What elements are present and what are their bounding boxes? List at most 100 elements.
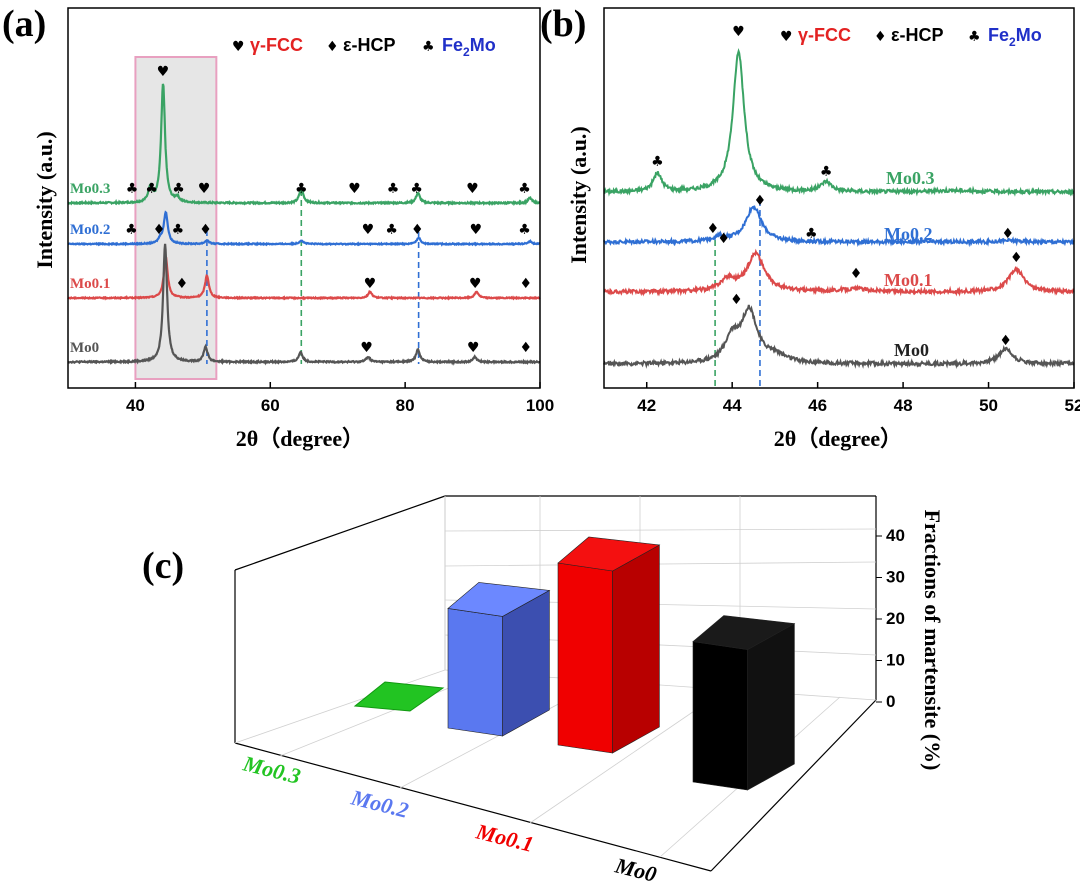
marker-hcp-23: ♦ xyxy=(520,276,533,292)
panel-a-legend: ♥ γ-FCC ♦ ε-HCP ♣ Fe2Mo xyxy=(232,35,496,59)
marker-fcc-21: ♥ xyxy=(364,276,377,292)
bar-side-2 xyxy=(612,544,660,754)
panel-a-highlight-region xyxy=(134,56,218,380)
legend-b-fe2mo-label: Fe2Mo xyxy=(988,25,1042,49)
bar-Mo02 xyxy=(447,582,551,737)
b-tick-label-0: 42 xyxy=(637,396,656,415)
marker-hcp-26: ♦ xyxy=(520,340,533,356)
b-marker-hcp-11: ♦ xyxy=(999,333,1012,349)
b-series-line-Mo01 xyxy=(603,248,1075,297)
panel-a-plot: Mo0.3 Mo0.2 Mo0.1 Mo0 ♣ ♣ ♥ ♣ ♥ ♣ ♥ ♣ ♣ ♥ ♣ ♣ ♦ ♣ ♦ ♥ ♣ ♦ ♥ ♣ ♦ ♥… xyxy=(67,64,541,366)
series-line-Mo03 xyxy=(67,83,541,207)
marker-fcc-24: ♥ xyxy=(360,340,373,356)
b-series-label-Mo0: Mo0 xyxy=(894,340,929,360)
series-label-Mo03: Mo0.3 xyxy=(70,181,110,197)
b-tick-label-3: 48 xyxy=(894,396,913,415)
b-tick-label-4: 50 xyxy=(979,396,998,415)
series-line-Mo0 xyxy=(67,243,541,366)
panel-b-legend: ♥ γ-FCC ♦ ε-HCP ♣ Fe2Mo xyxy=(780,25,1042,49)
b-series-label-Mo03: Mo0.3 xyxy=(886,168,935,188)
marker-hcp-14: ♦ xyxy=(199,222,212,238)
marker-fcc-4: ♥ xyxy=(198,181,211,197)
bar-top-2 xyxy=(557,536,661,572)
b-marker-hcp-9: ♦ xyxy=(1010,250,1023,266)
bar-Mo0 xyxy=(692,615,796,791)
c-category-Mo0: Mo0 xyxy=(612,852,659,882)
marker-fe2mo-5: ♣ xyxy=(295,181,308,197)
panel-b-xlabel: 2θ（degree） xyxy=(774,426,902,451)
panel-b-frame xyxy=(603,7,1075,389)
legend-hcp-label: ε-HCP xyxy=(343,35,396,55)
legend-b-fe2mo-icon: ♣ xyxy=(968,29,981,45)
marker-fcc-25: ♥ xyxy=(467,340,480,356)
bar-top-3 xyxy=(692,615,796,650)
b-series-line-Mo03 xyxy=(603,47,1075,197)
marker-fe2mo-8: ♣ xyxy=(410,181,423,197)
bar-Mo03 xyxy=(353,681,445,712)
legend-b-hcp-label: ε-HCP xyxy=(891,25,944,45)
marker-hcp-20: ♦ xyxy=(176,276,189,292)
legend-b-fcc-icon: ♥ xyxy=(780,29,793,45)
b-marker-hcp-4: ♦ xyxy=(754,193,767,209)
marker-fe2mo-1: ♣ xyxy=(145,181,158,197)
b-series-line-Mo02 xyxy=(603,204,1075,248)
bar-front-2 xyxy=(557,562,613,754)
b-series-label-Mo02: Mo0.2 xyxy=(884,224,933,244)
legend-fcc-icon: ♥ xyxy=(232,39,245,55)
c-category-Mo01: Mo0.1 xyxy=(473,818,536,857)
legend-fe2mo-label: Fe2Mo xyxy=(442,35,496,59)
a-tick-label-2: 80 xyxy=(396,396,415,415)
highlight-box xyxy=(134,56,218,380)
marker-hcp-17: ♦ xyxy=(411,222,424,238)
marker-fe2mo-7: ♣ xyxy=(387,181,400,197)
panel-b-label: (b) xyxy=(540,3,586,45)
panel-a-xlabel: 2θ（degree） xyxy=(236,426,364,451)
marker-fcc-2: ♥ xyxy=(157,64,170,80)
b-tick-label-2: 46 xyxy=(808,396,827,415)
marker-fe2mo-16: ♣ xyxy=(385,222,398,238)
series-label-Mo0: Mo0 xyxy=(70,340,99,356)
panel-a-label: (a) xyxy=(2,3,46,45)
marker-fcc-15: ♥ xyxy=(362,222,375,238)
b-marker-fe2mo-2: ♣ xyxy=(820,164,833,180)
panel-c-ylabel: Fractions of martensite (%) xyxy=(920,510,945,771)
b-marker-hcp-6: ♦ xyxy=(1001,226,1014,242)
marker-fe2mo-19: ♣ xyxy=(518,222,531,238)
b-tick-label-5: 52 xyxy=(1065,396,1080,415)
panel-b-ylabel: Intensity (a.u.) xyxy=(566,126,591,264)
c-ytick-label-2: 20 xyxy=(886,609,905,628)
c-ytick-label-1: 10 xyxy=(886,651,905,670)
marker-fe2mo-10: ♣ xyxy=(518,181,531,197)
bar-front-3 xyxy=(692,641,748,791)
a-tick-label-0: 40 xyxy=(126,396,145,415)
marker-fcc-6: ♥ xyxy=(348,181,361,197)
series-label-Mo02: Mo0.2 xyxy=(70,222,110,238)
series-line-Mo02 xyxy=(67,210,541,247)
b-series-line-Mo0 xyxy=(603,304,1075,369)
c-category-Mo03: Mo0.3 xyxy=(240,750,303,789)
c-ytick-label-4: 40 xyxy=(886,526,905,545)
b-marker-fcc-1: ♥ xyxy=(732,24,745,40)
bar-top-1 xyxy=(447,582,551,617)
bar-front-1 xyxy=(447,608,503,737)
c-ytick-label-0: 0 xyxy=(886,692,895,711)
b-marker-fe2mo-0: ♣ xyxy=(651,154,664,170)
b-marker-hcp-7: ♦ xyxy=(717,231,730,247)
b-marker-hcp-8: ♦ xyxy=(850,266,863,282)
bar-Mo01 xyxy=(557,536,661,754)
bar-top-0 xyxy=(353,681,445,712)
panel-c-y-ticks: 0 10 20 30 40 xyxy=(876,526,905,711)
c-ytick-label-3: 30 xyxy=(886,568,905,587)
panel-a-ylabel: Intensity (a.u.) xyxy=(32,131,57,269)
legend-b-hcp-icon: ♦ xyxy=(874,29,887,45)
b-marker-hcp-10: ♦ xyxy=(730,292,743,308)
marker-fcc-9: ♥ xyxy=(466,181,479,197)
b-marker-hcp-3: ♦ xyxy=(707,221,720,237)
marker-fe2mo-13: ♣ xyxy=(172,222,185,238)
marker-hcp-12: ♦ xyxy=(153,222,166,238)
legend-b-fcc-label: γ-FCC xyxy=(798,25,851,45)
marker-fcc-18: ♥ xyxy=(470,222,483,238)
marker-fe2mo-11: ♣ xyxy=(125,222,138,238)
